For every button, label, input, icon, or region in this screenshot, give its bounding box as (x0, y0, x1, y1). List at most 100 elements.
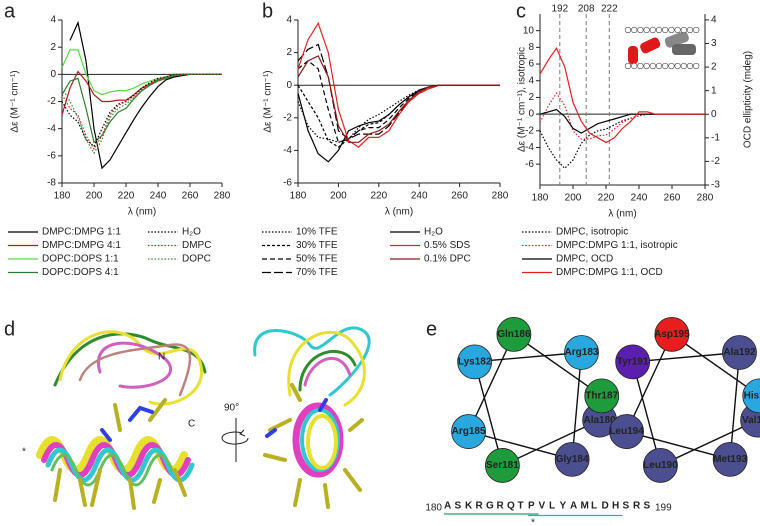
loop (303, 356, 352, 387)
legend-label: DMPC:DMPG 1:1, OCD (556, 267, 663, 278)
helix (50, 453, 174, 487)
rotation-ellipse (221, 431, 249, 445)
lipid-head (686, 26, 694, 34)
c-terminus-label: C (188, 419, 195, 430)
x-tick-label: 280 (697, 193, 714, 204)
residue-node (451, 414, 486, 449)
sequence-residue: M (581, 501, 589, 512)
legend-label: 30% TFE (296, 240, 338, 251)
loop (298, 349, 357, 392)
legend-label: 70% TFE (296, 267, 338, 278)
y-tick-label: 0 (286, 80, 292, 91)
membrane-cartoon (628, 31, 696, 64)
x-tick-label: 260 (451, 191, 468, 202)
x-tick-label: 200 (565, 193, 582, 204)
lipid-head (643, 62, 650, 70)
star-label: * (22, 447, 26, 458)
residue-label: Val189 (742, 415, 760, 426)
residue-label: Asp195 (654, 329, 690, 340)
residue-label: His196 (744, 391, 760, 402)
y-tick-label: 2 (50, 42, 56, 53)
loop (287, 330, 366, 407)
y-tick-label: -6 (525, 159, 534, 170)
loop (78, 343, 192, 397)
series-line (61, 73, 222, 151)
x-tick-label: 180 (532, 193, 549, 204)
y2-tick-label: 4 (711, 15, 717, 26)
wheel-link (625, 334, 673, 432)
sequence-residue: T (518, 501, 524, 512)
residue-node (496, 316, 532, 352)
y-tick-label: -2 (47, 96, 56, 107)
loop (96, 341, 173, 389)
sequence-start: 180 (425, 503, 442, 514)
lipid-head (624, 26, 632, 34)
wheel-link (474, 351, 582, 363)
residue-label: Thr187 (585, 391, 618, 402)
series-line (297, 84, 500, 143)
residue-node (722, 335, 757, 370)
helix-cylinder (628, 46, 638, 64)
lipid-head (637, 26, 644, 34)
x-axis-label: λ (nm) (608, 209, 636, 220)
arrowhead (239, 429, 246, 437)
x-tick-label: 240 (631, 193, 648, 204)
legend-label: H₂O (424, 227, 443, 238)
sequence-residue: A (570, 501, 577, 512)
wheel-link (502, 419, 600, 467)
legend-label: DOPC:DOPS 4:1 (42, 267, 119, 278)
lipid-head (649, 62, 656, 70)
sequence-residue: H (612, 501, 619, 512)
sequence-residue: R (633, 501, 641, 512)
y-tick-label: -2 (525, 125, 534, 136)
lipid-head (631, 62, 638, 70)
residue-label: Leu194 (609, 426, 644, 437)
x-tick-label: 240 (411, 191, 428, 202)
y-tick-label: 0 (50, 69, 56, 80)
wheel-link (473, 361, 504, 466)
lipid-head (674, 26, 681, 34)
lipid-head (686, 62, 694, 70)
x-axis-label: λ (nm) (385, 207, 413, 218)
legend-label: DMPC, isotropic (556, 227, 628, 238)
sequence-residue: R (497, 501, 505, 512)
lipid-head (668, 62, 675, 70)
residue-node (584, 378, 620, 414)
structure-left (36, 330, 207, 510)
y-tick-label: -4 (47, 123, 56, 134)
reference-label: 222 (601, 4, 618, 15)
x-tick-label: 180 (290, 191, 307, 202)
side-chains (265, 398, 328, 438)
series-line (69, 20, 222, 170)
y2-tick-label: 2 (711, 62, 717, 73)
y2-tick-label: -1 (711, 132, 720, 143)
y2-tick-label: 0 (711, 109, 717, 120)
residue-label: Tyr191 (617, 356, 649, 367)
wheel-link (631, 361, 662, 466)
x-tick-label: 260 (664, 193, 681, 204)
lipid-head (649, 26, 656, 34)
x-tick-label: 240 (150, 191, 167, 202)
y-tick-label: 4 (528, 75, 534, 86)
sequence-residue: L (591, 501, 597, 512)
residue-label: Arg183 (565, 347, 599, 358)
residue-label: Lys182 (458, 356, 492, 367)
wheel-link (626, 430, 731, 461)
panel-label: a (4, 0, 16, 22)
sequence-residue: S (644, 501, 651, 512)
y-tick-label: 0 (528, 109, 534, 120)
y-tick-label: -4 (525, 142, 534, 153)
y-tick-label: 10 (523, 25, 535, 36)
residue-label: Ala180 (583, 415, 616, 426)
wheel-link (468, 430, 573, 461)
x-tick-label: 280 (492, 191, 509, 202)
legend-label: DMPC:DMPG 1:1 (42, 227, 121, 238)
x-tick-label: 180 (54, 191, 71, 202)
residue-node (654, 316, 690, 352)
lipid-head (637, 62, 644, 70)
y2-tick-label: 3 (711, 38, 717, 49)
sequence-residue: K (465, 501, 473, 512)
residue-label: Leu190 (643, 460, 678, 471)
loop (53, 332, 207, 387)
sequence-residue: L (549, 501, 555, 512)
